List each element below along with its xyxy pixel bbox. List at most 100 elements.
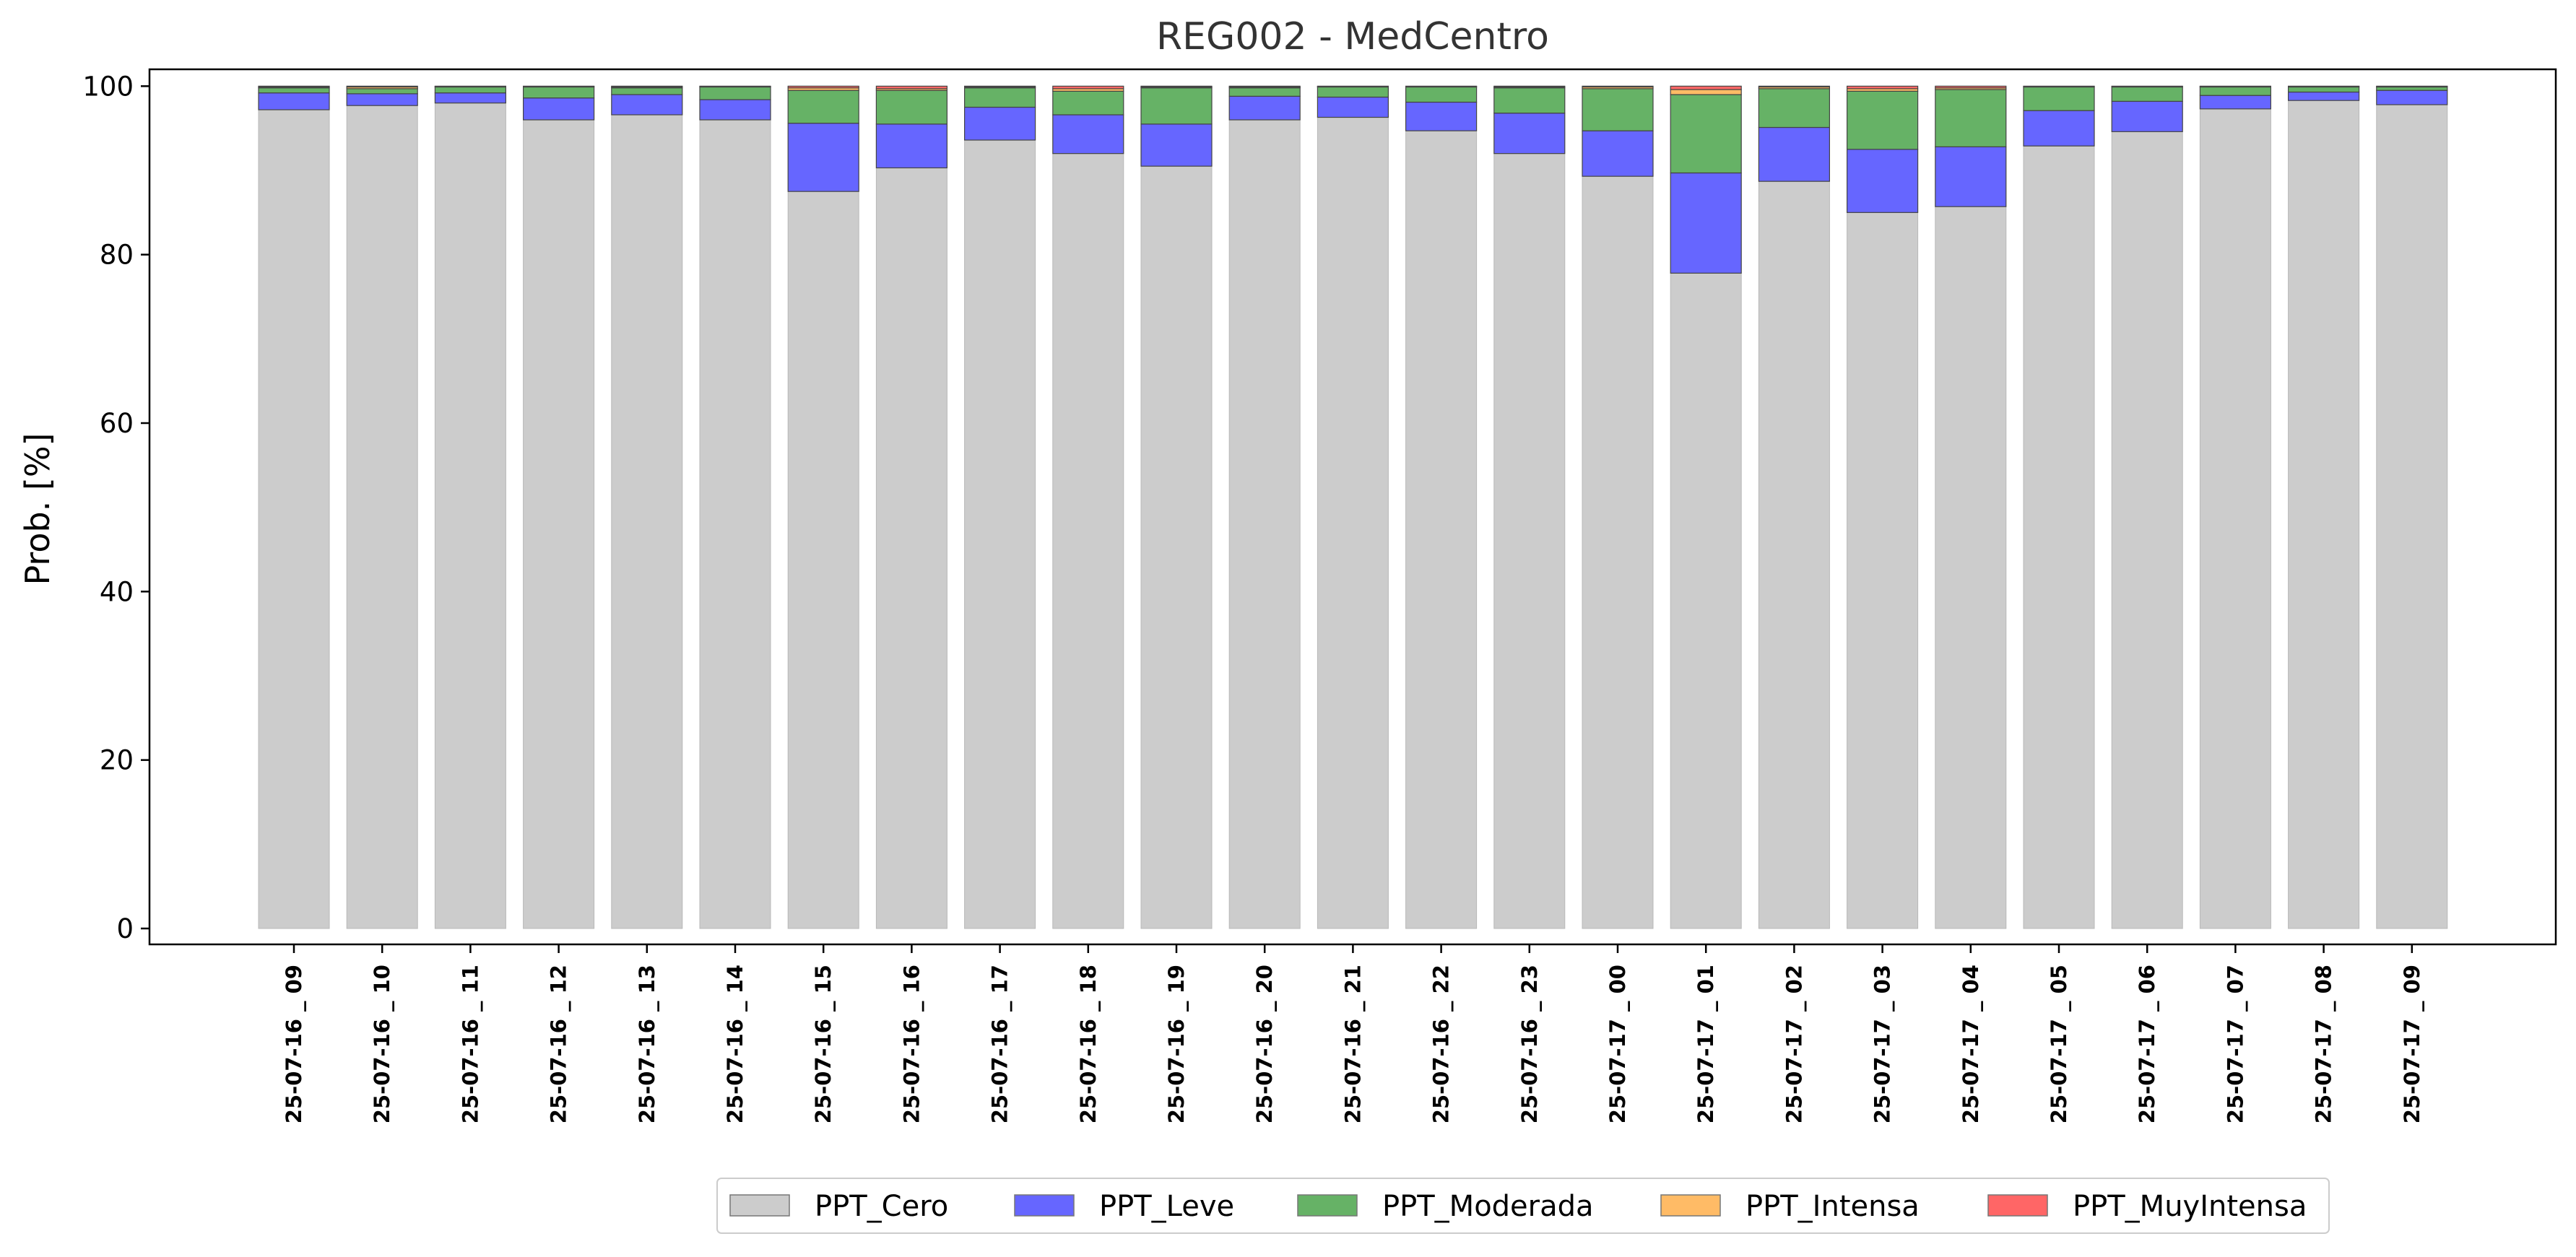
bar-segment-ppt-muyintensa xyxy=(611,85,683,88)
x-tick-label: 25-07-16 _ 18 xyxy=(1076,965,1101,1123)
bar-segment-ppt-cero xyxy=(964,139,1036,929)
bar-segment-ppt-muyintensa xyxy=(434,85,507,87)
bar-segment-ppt-muyintensa xyxy=(2199,85,2271,87)
bar-segment-ppt-muyintensa xyxy=(1317,85,1389,87)
bar-segment-ppt-cero xyxy=(1052,153,1124,929)
bar-segment-ppt-cero xyxy=(611,114,683,929)
x-tick-label: 25-07-16 _ 10 xyxy=(370,965,394,1123)
bar-segment-ppt-muyintensa xyxy=(875,85,948,90)
legend-label: PPT_Intensa xyxy=(1745,1190,1920,1223)
y-tick-label: 80 xyxy=(100,240,134,271)
bar-segment-ppt-muyintensa xyxy=(522,85,595,87)
bar-segment-ppt-muyintensa xyxy=(258,85,330,88)
y-tick-label: 100 xyxy=(82,71,134,102)
bar-segment-ppt-cero xyxy=(1847,212,1919,929)
chart-title: REG002 - MedCentro xyxy=(1156,15,1549,58)
bar-segment-ppt-leve xyxy=(1935,146,2007,207)
bar-segment-ppt-leve xyxy=(611,94,683,116)
bar-segment-ppt-moderada xyxy=(2288,86,2360,93)
bar-segment-ppt-muyintensa xyxy=(346,85,418,88)
bar-segment-ppt-cero xyxy=(699,119,771,929)
bar-segment-ppt-moderada xyxy=(1935,89,2007,147)
bar-segment-ppt-muyintensa xyxy=(1228,85,1301,88)
x-tick-label: 25-07-17 _ 07 xyxy=(2223,965,2247,1123)
bar-segment-ppt-muyintensa xyxy=(699,85,771,87)
bar-segment-ppt-moderada xyxy=(1493,87,1566,114)
legend-swatch-ppt-leve xyxy=(1014,1194,1075,1217)
bar-segment-ppt-muyintensa xyxy=(963,85,1036,88)
x-tick-label: 25-07-17 _ 01 xyxy=(1694,965,1718,1123)
legend-label: PPT_MuyIntensa xyxy=(2073,1190,2307,1223)
bar-segment-ppt-cero xyxy=(2288,100,2360,929)
bar-segment-ppt-moderada xyxy=(1228,87,1301,97)
bar-segment-ppt-leve xyxy=(699,99,771,121)
bar-segment-ppt-muyintensa xyxy=(2376,85,2448,87)
x-tick-label: 25-07-16 _ 14 xyxy=(723,965,747,1123)
y-axis-label: Prob. [%] xyxy=(18,432,57,585)
x-tick-label: 25-07-17 _ 00 xyxy=(1605,965,1630,1123)
bar-segment-ppt-muyintensa xyxy=(1582,85,1654,88)
bar-segment-ppt-moderada xyxy=(434,86,507,94)
bar-segment-ppt-leve xyxy=(875,123,948,169)
x-tick-label: 25-07-16 _ 09 xyxy=(282,965,306,1123)
y-tick-label: 0 xyxy=(116,913,134,944)
bar-segment-ppt-cero xyxy=(523,119,595,929)
x-tick-label: 25-07-17 _ 02 xyxy=(1782,965,1806,1123)
bar-segment-ppt-leve xyxy=(434,92,507,104)
bar-segment-ppt-leve xyxy=(1317,96,1389,118)
bar-segment-ppt-leve xyxy=(1493,113,1566,155)
bar-segment-ppt-muyintensa xyxy=(1493,85,1566,88)
bar-segment-ppt-leve xyxy=(1140,123,1213,167)
x-tick-label: 25-07-16 _ 23 xyxy=(1517,965,1542,1123)
bar-segment-ppt-moderada xyxy=(522,86,595,99)
bar-segment-ppt-cero xyxy=(787,191,859,929)
x-tick-label: 25-07-17 _ 03 xyxy=(1870,965,1895,1123)
bar-segment-ppt-muyintensa xyxy=(1140,85,1213,88)
bar-segment-ppt-moderada xyxy=(1052,90,1124,116)
bar-segment-ppt-cero xyxy=(2023,145,2095,929)
bar-segment-ppt-cero xyxy=(875,168,947,929)
bar-segment-ppt-moderada xyxy=(787,90,859,124)
bar-segment-ppt-muyintensa xyxy=(1052,85,1124,90)
legend: PPT_Cero PPT_Leve PPT_Moderada PPT_Intensa P… xyxy=(716,1178,2330,1234)
bar-segment-ppt-moderada xyxy=(611,87,683,95)
bar-segment-ppt-leve xyxy=(2199,95,2271,110)
bar-segment-ppt-leve xyxy=(1405,101,1478,131)
bar-segment-ppt-moderada xyxy=(1670,94,1742,174)
bar-segment-ppt-moderada xyxy=(1758,88,1830,129)
legend-swatch-ppt-muyintensa xyxy=(1987,1194,2048,1217)
legend-swatch-ppt-cero xyxy=(729,1194,790,1217)
x-tick-label: 25-07-16 _ 21 xyxy=(1340,965,1365,1123)
bar-segment-ppt-muyintensa xyxy=(1935,85,2007,89)
bar-segment-ppt-leve xyxy=(1758,126,1830,182)
bar-segment-ppt-moderada xyxy=(2199,86,2271,96)
x-axis: 25-07-16 _ 09 25-07-16 _ 10 25-07-16 _ 11 2… xyxy=(282,944,2424,1123)
bar-segment-ppt-leve xyxy=(1582,130,1654,177)
x-tick-label: 25-07-16 _ 19 xyxy=(1164,965,1189,1123)
x-tick-label: 25-07-16 _ 17 xyxy=(988,965,1012,1123)
legend-label: PPT_Leve xyxy=(1099,1190,1234,1223)
bar-segment-ppt-leve xyxy=(787,123,859,192)
bar-segment-ppt-moderada xyxy=(1847,90,1919,150)
bar-segment-ppt-leve xyxy=(2111,100,2183,132)
legend-label: PPT_Moderada xyxy=(1382,1190,1594,1223)
bar-segment-ppt-leve xyxy=(963,106,1036,141)
bar-segment-ppt-intensa xyxy=(1670,89,1742,95)
bars-layer xyxy=(258,85,2448,929)
bar-segment-ppt-moderada xyxy=(346,88,418,95)
bar-segment-ppt-leve xyxy=(2376,90,2448,105)
bar-segment-ppt-muyintensa xyxy=(2288,85,2360,87)
bar-segment-ppt-cero xyxy=(1935,206,2007,929)
x-tick-label: 25-07-16 _ 13 xyxy=(635,965,659,1123)
legend-box xyxy=(716,1178,2330,1234)
x-tick-label: 25-07-17 _ 05 xyxy=(2047,965,2071,1123)
bar-segment-ppt-leve xyxy=(1052,114,1124,155)
bar-segment-ppt-cero xyxy=(434,103,506,929)
x-tick-label: 25-07-17 _ 08 xyxy=(2312,965,2336,1123)
bar-segment-ppt-leve xyxy=(1847,149,1919,213)
legend-swatch-ppt-moderada xyxy=(1297,1194,1358,1217)
x-tick-label: 25-07-17 _ 04 xyxy=(1959,965,1983,1123)
legend-label: PPT_Cero xyxy=(815,1190,948,1223)
bar-segment-ppt-muyintensa xyxy=(2023,85,2095,87)
